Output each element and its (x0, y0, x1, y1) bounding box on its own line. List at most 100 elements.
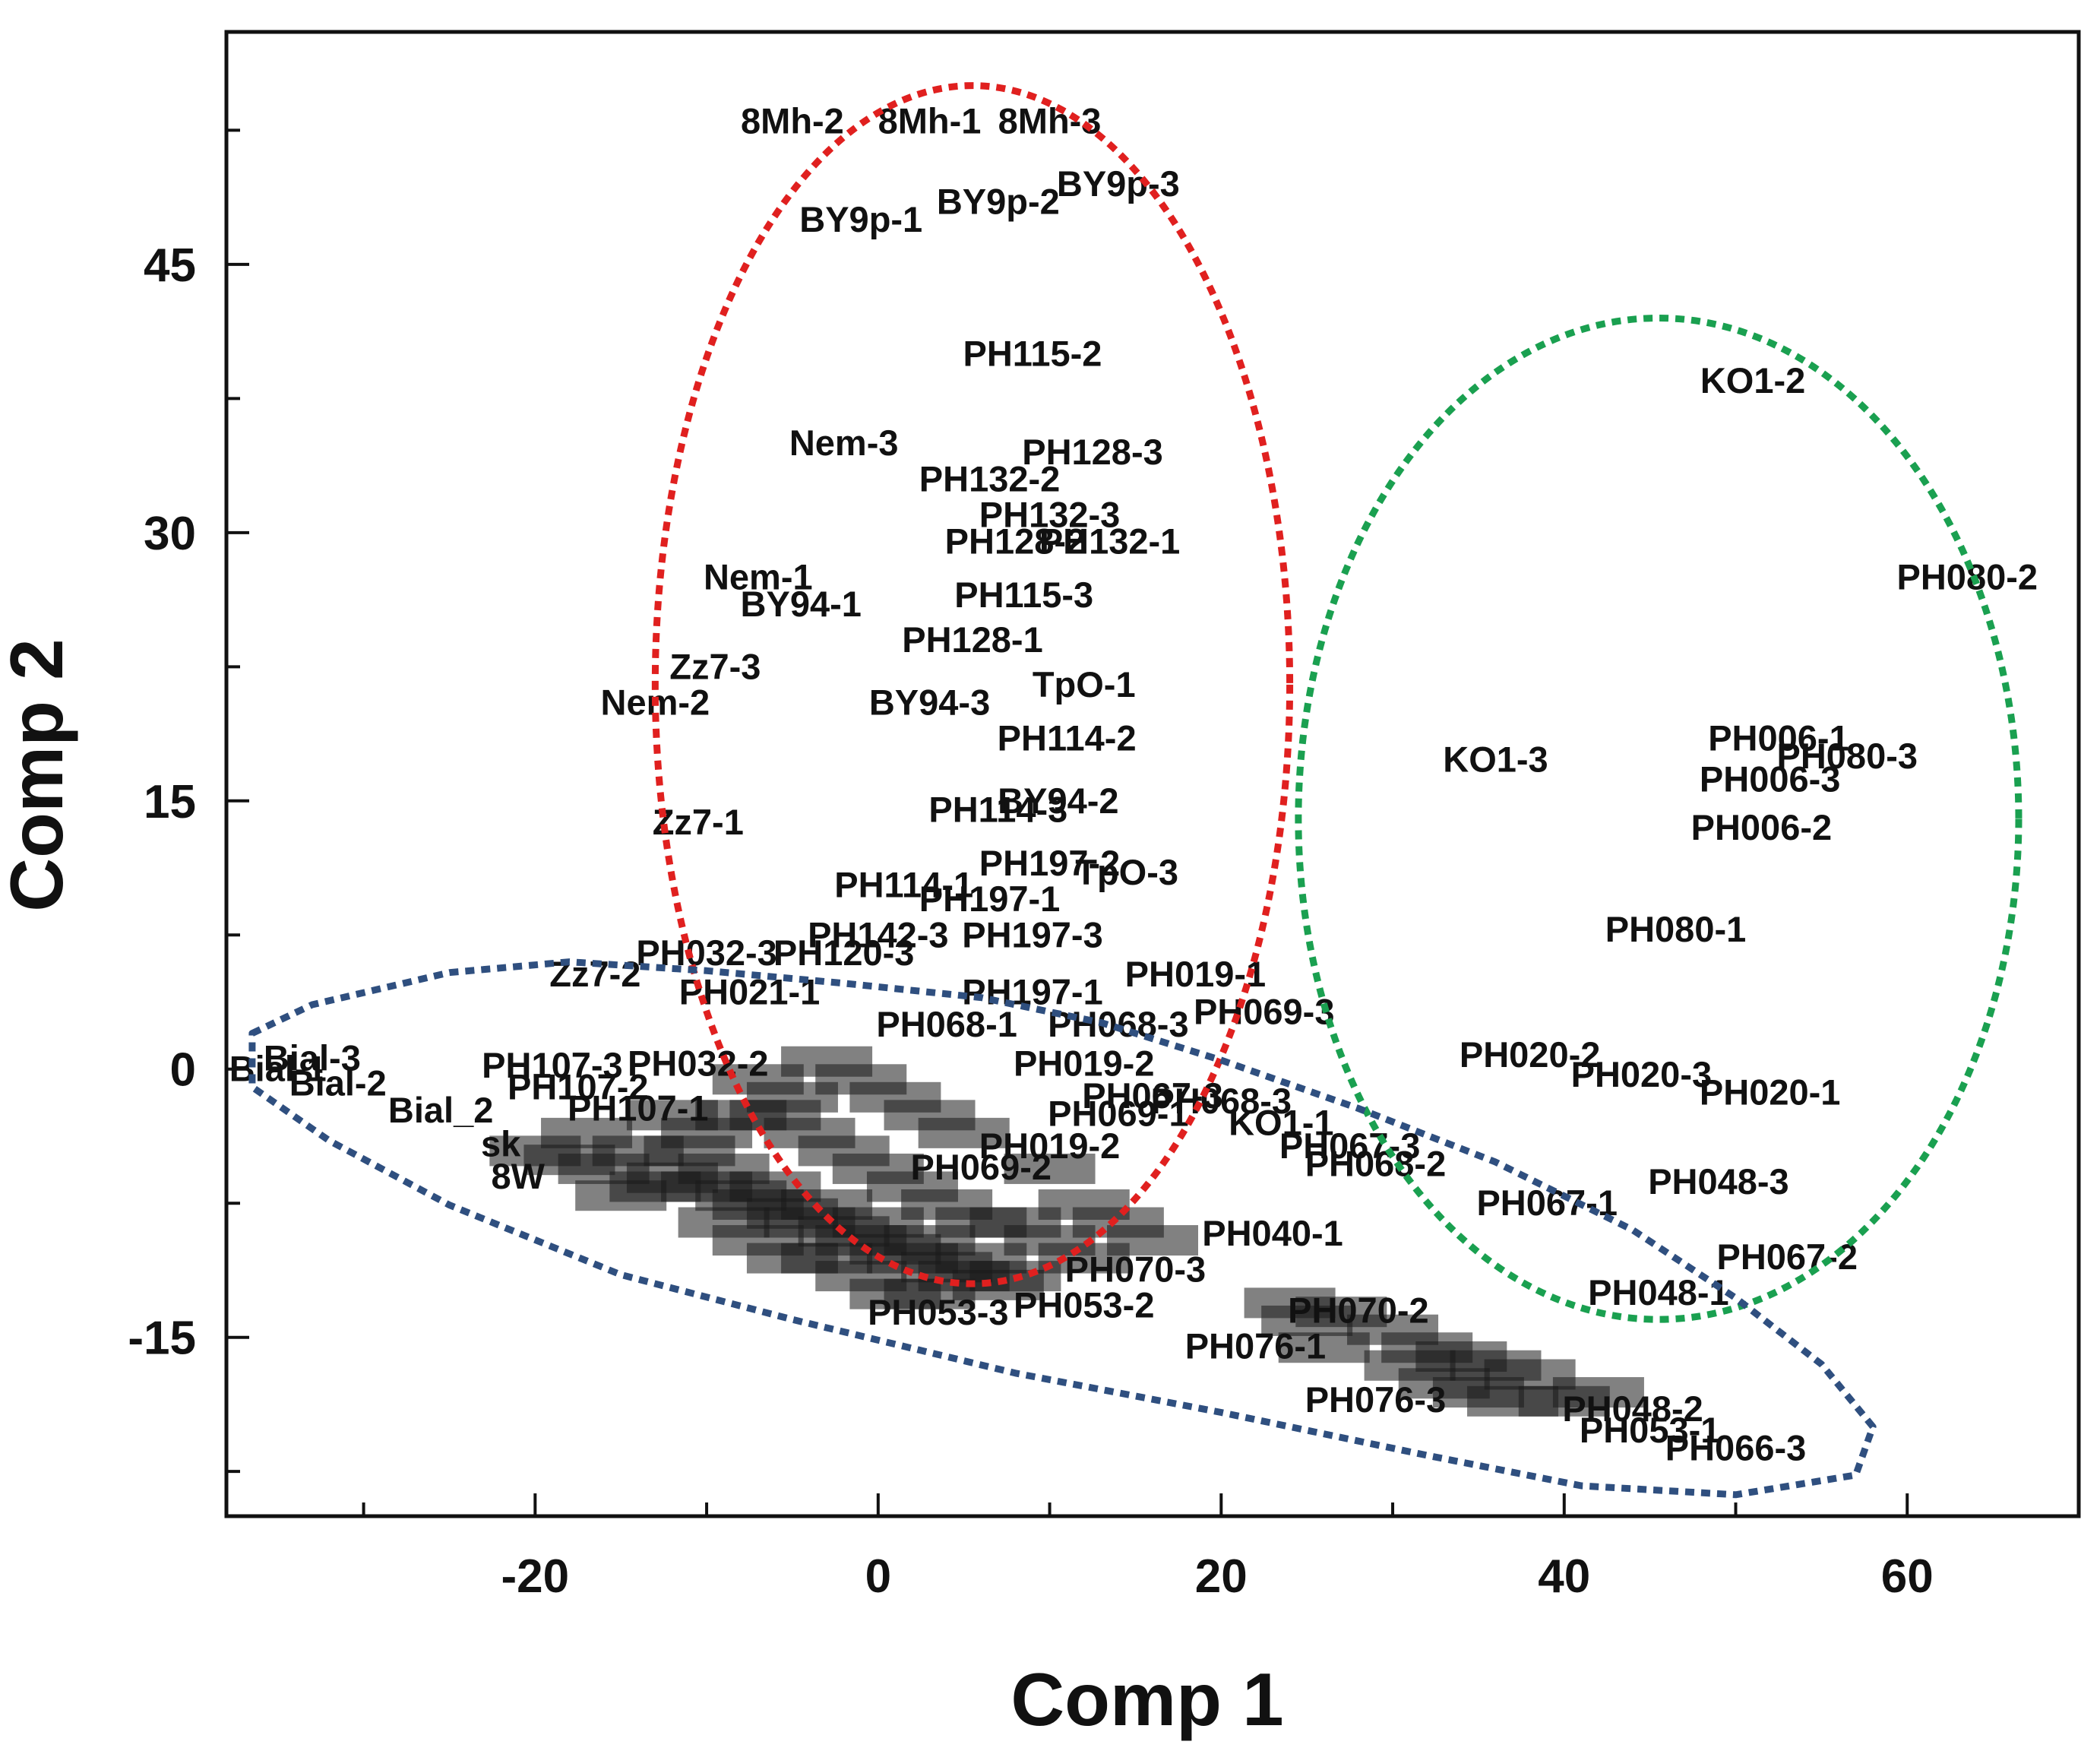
point-label: PH068-2 (1305, 1143, 1447, 1183)
point-label: PH006-3 (1700, 759, 1841, 800)
x-tick-label: 20 (1195, 1550, 1248, 1603)
point-label: PH067-2 (1716, 1236, 1858, 1277)
point-label: BY94-1 (741, 584, 862, 624)
y-tick-label: 15 (144, 776, 196, 828)
point-label: PH069-2 (911, 1147, 1052, 1187)
dense-point (1107, 1225, 1198, 1256)
y-tick-label: -15 (128, 1312, 196, 1365)
point-label: PH067-3 (1279, 1126, 1421, 1166)
dense-point (918, 1117, 1010, 1148)
point-label: PH019-2 (1014, 1043, 1155, 1084)
point-label: PH068-1 (876, 1004, 1017, 1044)
point-label: PH076-1 (1185, 1325, 1327, 1366)
cluster-outline (1295, 314, 2023, 1323)
point-label: Bial-2 (289, 1063, 387, 1103)
point-label: PH197-1 (919, 879, 1061, 919)
point-label: PH132-3 (979, 494, 1121, 534)
x-tick-label: 0 (865, 1550, 891, 1603)
point-label: BY9p-3 (1057, 163, 1180, 204)
point-label: PH076-3 (1305, 1379, 1447, 1420)
point-label: BY9p-2 (937, 182, 1060, 222)
point-label: KO1-3 (1443, 739, 1548, 780)
point-label: PH006-1 (1708, 717, 1849, 758)
point-label: KO1-1 (1229, 1102, 1333, 1142)
plot-frame (224, 30, 2081, 1518)
point-label: PH114-2 (998, 717, 1137, 758)
point-label: PH080-1 (1605, 909, 1747, 949)
point-label: 8Mh-1 (878, 101, 982, 141)
point-label: TpO-3 (1075, 852, 1178, 892)
point-label: PH006-2 (1691, 807, 1833, 847)
point-label: PH114-3 (928, 790, 1067, 830)
point-label: Zz7-3 (669, 646, 761, 686)
point-label: PH132-2 (919, 458, 1061, 499)
point-label: sk (481, 1124, 521, 1164)
x-axis-title: Comp 1 (1010, 1658, 1283, 1741)
point-label: PH115-3 (954, 575, 1093, 615)
dense-point (609, 1171, 701, 1202)
point-label: 8Mh-2 (741, 101, 844, 141)
y-tick-label: 0 (170, 1044, 196, 1097)
point-label: PH019-2 (979, 1126, 1121, 1166)
point-label: PH128-1 (902, 619, 1043, 660)
point-label: PH032-2 (628, 1043, 769, 1084)
point-label: PH107-1 (568, 1088, 709, 1129)
point-label: PH053-2 (1014, 1284, 1155, 1325)
point-label: PH068-3 (1048, 1004, 1189, 1044)
dense-point (541, 1117, 633, 1148)
point-label: PH120-3 (773, 932, 915, 973)
point-label: PH070-3 (1065, 1249, 1207, 1289)
point-label: Zz7-1 (653, 802, 744, 842)
dense-point-cloud (489, 1046, 1644, 1417)
cluster-outline (651, 82, 1294, 1287)
x-tick-label: 60 (1881, 1550, 1934, 1603)
point-label: BY9p-1 (799, 199, 922, 239)
point-label: PH107-2 (508, 1066, 649, 1107)
dense-point (1244, 1287, 1336, 1319)
point-label: PH069-1 (1048, 1094, 1189, 1134)
point-label: PH128-3 (1022, 432, 1163, 472)
point-label: PH020-3 (1571, 1054, 1713, 1094)
point-label: PH020-1 (1700, 1072, 1841, 1112)
point-label: Bial-3 (264, 1038, 361, 1078)
point-label: PH053-1 (1580, 1410, 1721, 1450)
point-label: PH197-3 (962, 914, 1103, 955)
point-label: PH021-1 (679, 972, 821, 1012)
plot-area: -20 0 20 40 60 -15 0 15 30 45 8Mh-2 8Mh-1 8Mh-3 BY9p-… (128, 30, 2081, 1603)
x-tick-label: -20 (501, 1550, 570, 1603)
point-label: PH070-2 (1288, 1290, 1429, 1330)
point-label: PH115-2 (963, 334, 1102, 374)
y-tick-label: 45 (144, 239, 196, 292)
point-label: 8Mh-3 (998, 101, 1102, 141)
point-label: PH142-3 (808, 914, 949, 955)
dense-point (1004, 1153, 1096, 1184)
point-label: TpO-1 (1033, 664, 1136, 705)
point-label: PH107-3 (482, 1045, 623, 1085)
point-label: KO1-2 (1700, 360, 1805, 401)
point-label: Bial_2 (388, 1090, 493, 1130)
point-label: BY94-2 (998, 781, 1118, 821)
point-label: Bial-1 (229, 1049, 327, 1089)
point-label: PH114-1 (834, 864, 973, 904)
dense-point (884, 1278, 976, 1309)
point-label: PH020-2 (1460, 1034, 1601, 1075)
x-tick-label: 40 (1538, 1550, 1590, 1603)
point-label: PH048-3 (1648, 1161, 1789, 1202)
point-label: BY94-3 (869, 682, 990, 722)
y-axis-title: Comp 2 (0, 638, 78, 911)
point-label: PH053-3 (868, 1292, 1009, 1332)
point-label: PH048-2 (1562, 1388, 1703, 1429)
point-label: PH197-2 (979, 843, 1121, 883)
dense-point (1278, 1332, 1370, 1363)
dense-point (626, 1100, 718, 1131)
dense-point (1552, 1377, 1644, 1408)
point-label: PH132-1 (1039, 521, 1181, 562)
point-label: PH068-3 (1151, 1081, 1292, 1121)
point-label: PH128-2 (945, 521, 1086, 562)
point-label: Nem-1 (704, 557, 813, 597)
cluster-outline (248, 958, 1877, 1499)
point-label: PH040-1 (1202, 1213, 1343, 1253)
point-label: PH019-1 (1125, 954, 1267, 994)
